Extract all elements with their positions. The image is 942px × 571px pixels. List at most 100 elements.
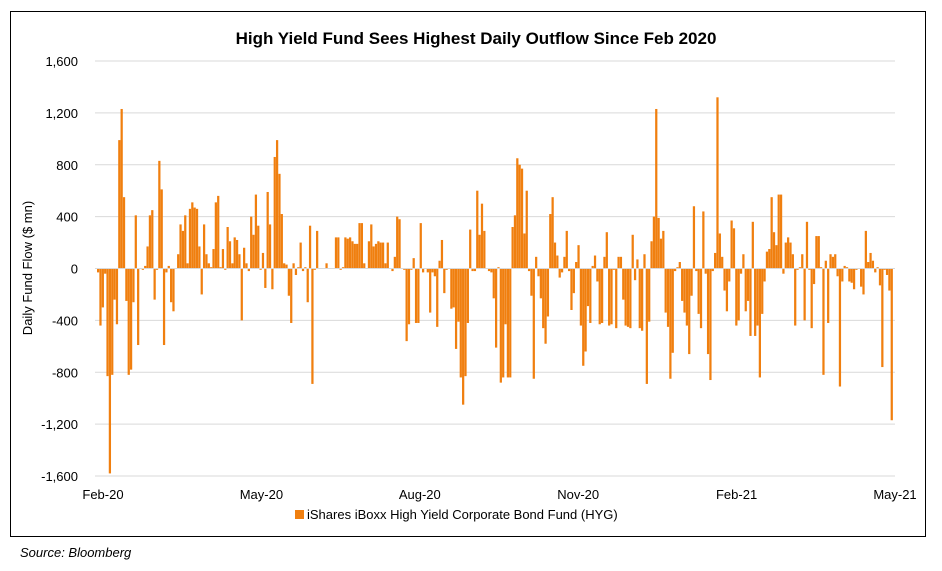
bar (97, 268, 100, 273)
bar (801, 254, 804, 269)
bar (170, 268, 173, 303)
bar (403, 268, 406, 270)
bar (746, 268, 750, 301)
bar (824, 260, 827, 269)
bar (688, 268, 691, 355)
bar (316, 230, 319, 269)
bar (278, 173, 281, 269)
bar (193, 207, 196, 269)
bar (803, 268, 806, 321)
bar (542, 268, 545, 329)
bar (772, 232, 776, 269)
bar (791, 254, 794, 269)
bar (681, 268, 684, 301)
bar (280, 214, 283, 269)
bar (881, 268, 884, 368)
bar (848, 268, 851, 282)
bar (652, 216, 656, 269)
bar (452, 268, 455, 308)
bar (367, 241, 371, 269)
bar (558, 268, 561, 278)
bar (304, 267, 307, 269)
bar (770, 197, 773, 269)
bar (600, 268, 604, 323)
chart-frame (10, 11, 926, 537)
bar (228, 241, 232, 269)
bar (586, 268, 590, 307)
bar (721, 256, 724, 269)
bar (834, 254, 837, 269)
legend-label: iShares iBoxx High Yield Corporate Bond … (307, 507, 618, 522)
bar (464, 268, 467, 377)
bar (421, 268, 425, 273)
bar (669, 268, 672, 379)
bar (730, 220, 733, 269)
bar (683, 268, 686, 313)
bar (575, 262, 578, 269)
bar (765, 251, 769, 269)
bar (596, 268, 599, 282)
bar (111, 268, 114, 375)
bar (570, 268, 573, 310)
bar (888, 268, 891, 291)
bar (219, 267, 222, 269)
bar (685, 268, 688, 326)
bar (579, 268, 583, 326)
bar (492, 268, 495, 299)
x-tick-label: Nov-20 (557, 487, 599, 502)
bar (662, 230, 665, 269)
bar (308, 225, 312, 269)
bar (589, 268, 592, 323)
bar (454, 268, 458, 349)
bar (207, 263, 210, 269)
bar (697, 268, 700, 314)
bar (487, 268, 491, 272)
bar (217, 195, 220, 269)
bar (410, 268, 413, 270)
bar (511, 227, 514, 269)
bar (732, 228, 736, 269)
bar (337, 237, 340, 269)
bar (572, 268, 575, 294)
bar (704, 268, 707, 274)
bar (104, 268, 107, 274)
bar (754, 268, 757, 336)
bar (210, 267, 213, 269)
bar (417, 268, 420, 323)
bar (822, 268, 825, 375)
bar (716, 97, 719, 269)
bar (787, 237, 790, 269)
bar (591, 265, 594, 269)
bar (671, 268, 674, 353)
bar (363, 263, 366, 269)
bar (202, 224, 206, 269)
bar (433, 268, 437, 277)
bar (523, 233, 526, 269)
bar (751, 221, 754, 269)
bar (883, 268, 886, 270)
bar (549, 214, 552, 269)
bar (129, 268, 133, 370)
bar (252, 234, 255, 269)
bar (264, 268, 267, 288)
bar (299, 242, 302, 269)
bar (235, 239, 239, 269)
bar (655, 108, 658, 269)
bar (177, 254, 180, 269)
bar (782, 268, 785, 274)
bar (678, 262, 681, 269)
bar (144, 265, 147, 269)
bar (134, 215, 137, 269)
bar (673, 268, 677, 272)
bar (692, 206, 696, 269)
bar (617, 256, 620, 269)
bar (115, 268, 119, 325)
bar (381, 242, 385, 269)
bar (473, 268, 477, 272)
bar (191, 202, 194, 269)
bar (160, 189, 163, 269)
bar (113, 268, 116, 300)
bar (247, 268, 250, 272)
x-tick-label: May-20 (240, 487, 283, 502)
bar (414, 268, 418, 323)
